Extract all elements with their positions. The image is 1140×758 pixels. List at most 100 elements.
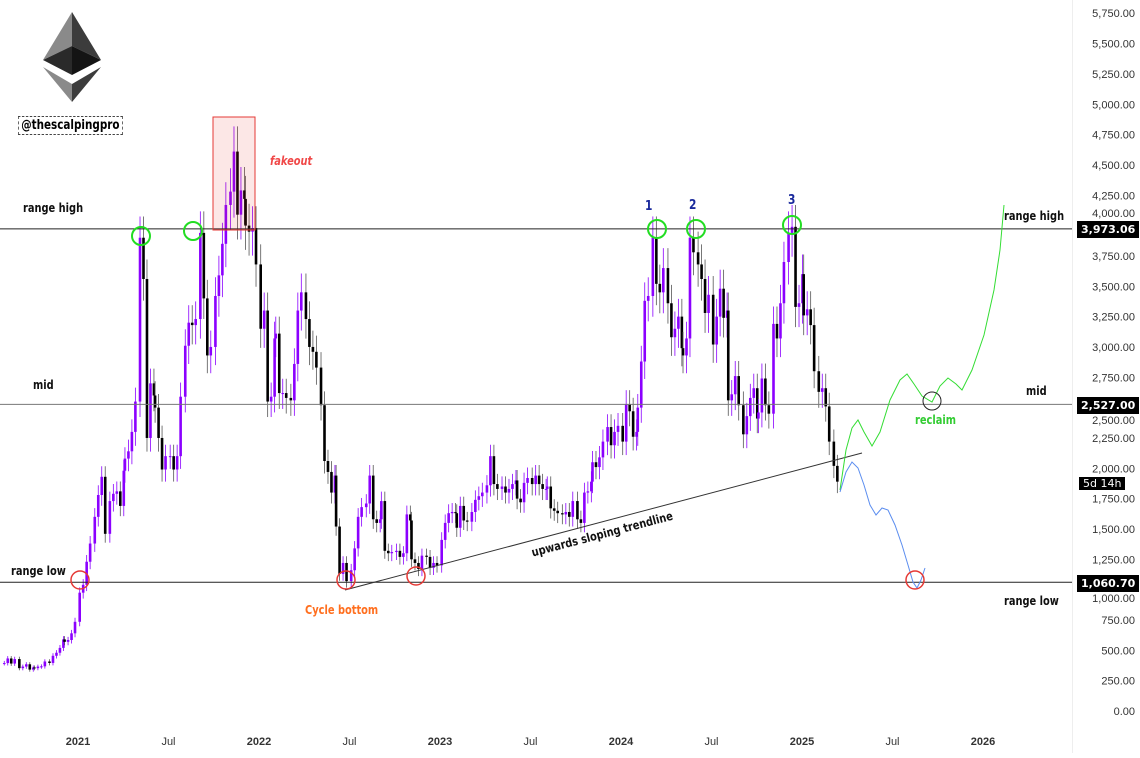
range-high-touch-circle xyxy=(183,221,203,241)
price-axis[interactable]: 0.00 250.00 500.00 750.00 1,000.00 1,250.00 1,… xyxy=(1072,0,1140,753)
candle-body xyxy=(311,346,315,352)
candle-body xyxy=(152,383,156,396)
candle-body xyxy=(624,403,628,442)
candle-body xyxy=(809,309,812,326)
candle-body xyxy=(269,396,273,402)
y-tick-label: 5,250.00 xyxy=(1092,69,1135,81)
candle-body xyxy=(96,494,100,517)
y-tick-label: 2,000.00 xyxy=(1092,463,1135,475)
candle-body xyxy=(413,559,417,563)
fakeout-zone xyxy=(212,116,256,231)
candle-body xyxy=(545,486,549,489)
candle-body xyxy=(428,556,432,568)
range-high-touch-circle xyxy=(647,219,667,239)
candle-body xyxy=(266,310,269,402)
candle-body xyxy=(715,316,718,345)
candle-body xyxy=(338,526,341,574)
y-tick-label: 500.00 xyxy=(1101,645,1135,657)
candle-body xyxy=(787,232,790,263)
candle-body xyxy=(643,300,647,362)
candle-body xyxy=(794,226,797,307)
range-low-touch-circle xyxy=(336,570,356,590)
candle-body xyxy=(526,478,529,483)
candle-body xyxy=(817,371,821,392)
candle-body xyxy=(790,226,794,233)
mid-reclaim-circle xyxy=(922,391,942,411)
candle-body xyxy=(726,310,730,401)
candle-body xyxy=(380,501,383,520)
candle-body xyxy=(745,416,749,435)
candle-body xyxy=(66,640,70,642)
y-tick-label: 1,250.00 xyxy=(1092,554,1135,566)
candle-body xyxy=(571,501,575,517)
candle-body xyxy=(541,484,544,489)
candle-body xyxy=(349,570,353,582)
candle-body xyxy=(680,316,684,349)
candle-body xyxy=(425,555,428,557)
candle-body xyxy=(420,555,424,570)
candle-body xyxy=(576,501,579,520)
candle-body xyxy=(232,151,236,192)
range-high-touch-circle xyxy=(131,226,151,246)
candle-body xyxy=(122,470,126,506)
range-low-price-tag: 1,060.70 xyxy=(1077,575,1140,592)
candle-body xyxy=(450,511,454,514)
candle-body xyxy=(78,592,81,622)
candle-body xyxy=(194,319,197,326)
candle-body xyxy=(621,425,624,442)
x-tick-label: Jul xyxy=(704,736,718,748)
y-tick-label: 3,000.00 xyxy=(1092,342,1135,354)
candle-body xyxy=(718,288,722,317)
candle-body xyxy=(175,456,179,470)
y-tick-label: 1,750.00 xyxy=(1092,494,1135,506)
reclaim-label: reclaim xyxy=(915,413,956,427)
trendline[interactable] xyxy=(344,452,863,591)
candle-body xyxy=(752,388,756,398)
candle-body xyxy=(594,462,598,468)
y-tick-label: 2,500.00 xyxy=(1092,415,1135,427)
candle-body xyxy=(274,333,278,339)
candle-body xyxy=(700,264,703,279)
y-tick-label: 4,250.00 xyxy=(1092,190,1135,202)
candle-body xyxy=(534,475,537,485)
mid-label-right: mid xyxy=(1026,384,1047,398)
candle-body xyxy=(319,367,323,406)
candle-body xyxy=(507,488,511,493)
candle-body xyxy=(93,516,97,544)
candle-body xyxy=(190,322,194,326)
range-high-label-left: range high xyxy=(23,201,84,215)
candle-body xyxy=(21,666,25,669)
candle-body xyxy=(827,406,831,442)
candle-body xyxy=(145,278,149,438)
candle-body xyxy=(474,499,477,512)
candle-body xyxy=(646,295,650,301)
candle-body xyxy=(417,562,420,570)
candle-body xyxy=(477,496,481,500)
candle-body xyxy=(63,639,66,642)
candle-body xyxy=(764,378,767,406)
candle-body xyxy=(658,283,662,293)
candle-body xyxy=(179,396,182,457)
candle-body xyxy=(836,465,839,482)
candle-body xyxy=(631,411,635,437)
candle-body xyxy=(688,237,692,339)
candle-body xyxy=(443,522,447,540)
candle-body xyxy=(345,562,348,582)
candle-body xyxy=(103,476,107,534)
candle-body xyxy=(100,476,104,495)
candle-body xyxy=(323,405,326,462)
candle-body xyxy=(742,405,745,435)
candle-body xyxy=(779,303,782,339)
time-axis[interactable]: 2021 Jul 2022 Jul 2023 Jul 2024 Jul 2025 Jul 2026 xyxy=(0,730,1072,753)
candle-body xyxy=(383,501,387,551)
y-tick-label: 4,500.00 xyxy=(1092,160,1135,172)
candle-body xyxy=(496,484,499,489)
candle-body xyxy=(160,437,164,470)
y-tick-label: 4,750.00 xyxy=(1092,130,1135,142)
candle-body xyxy=(315,351,318,368)
range-low-label-right: range low xyxy=(1004,594,1059,608)
candle-body xyxy=(775,323,779,339)
candle-body xyxy=(685,338,688,356)
y-tick-label: 2,750.00 xyxy=(1092,372,1135,384)
